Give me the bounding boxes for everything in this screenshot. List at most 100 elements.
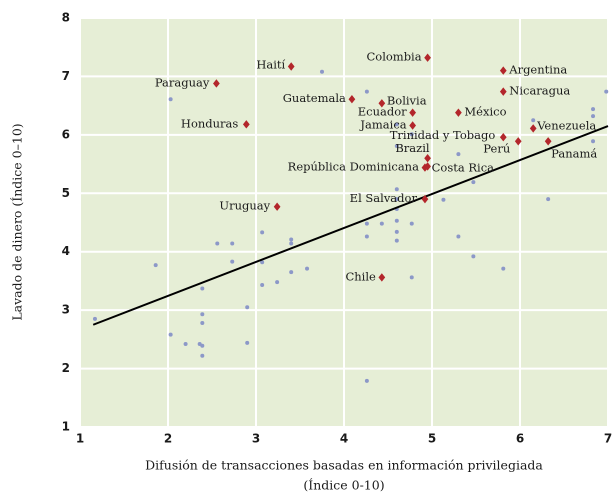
data-point [260,230,265,235]
x-tick-label: 5 [428,432,436,446]
data-point [289,270,294,275]
labeled-point [273,202,281,211]
data-point [409,275,414,280]
data-point [394,187,399,192]
y-tick-label: 3 [62,303,70,317]
x-tick-label: 7 [604,432,612,446]
data-point [441,197,446,202]
labeled-point [348,95,356,104]
labeled-point [409,121,416,130]
point-label: Venezuela [536,118,596,132]
data-point [305,266,310,271]
labeled-point [421,194,429,204]
data-point [394,197,399,202]
data-point [183,342,188,347]
labeled-point [499,87,507,96]
labeled-point [499,66,507,75]
data-point [92,316,97,321]
data-point [409,132,414,137]
data-point [153,263,158,268]
labeled-point [544,137,552,146]
data-point [471,180,476,185]
data-point [364,234,369,239]
labeled-point [424,154,431,163]
labeled-point [455,108,462,117]
data-point [394,229,399,234]
data-point [200,353,205,358]
point-label: Brazil [395,141,430,155]
data-point [289,237,294,242]
data-point [200,312,205,317]
data-point [456,234,461,239]
labeled-point [424,162,431,171]
point-label: Nicaragua [509,84,570,98]
point-label: Argentina [508,63,567,77]
point-label: República Dominicana [288,160,419,174]
data-point [409,221,414,226]
y-tick-label: 7 [62,69,70,83]
labeled-point [529,124,537,133]
data-point [215,241,220,246]
data-point [394,122,399,127]
data-point [394,238,399,243]
x-axis-label: (Índice 0-10) [303,478,384,493]
data-point [275,280,280,285]
point-label: Colombia [366,50,421,64]
x-tick-label: 1 [76,432,84,446]
point-label: México [464,105,506,119]
data-point [230,259,235,264]
labeled-point [421,163,429,172]
y-axis-label: Lavado de dinero (Índice 0–10) [10,123,25,320]
y-tick-label: 2 [62,361,70,375]
data-point [168,332,173,337]
data-point [200,286,205,291]
data-point [501,266,506,271]
labeled-point [242,120,250,129]
point-label: Ecuador [358,105,407,119]
data-point [200,343,205,348]
labeled-point [378,99,386,108]
data-point [394,218,399,223]
data-point [364,378,369,383]
x-tick-label: 3 [252,432,260,446]
data-point [289,241,294,246]
x-axis-label: Difusión de transacciones basadas en inf… [145,458,543,473]
x-tick-label: 2 [164,432,172,446]
labeled-point [514,137,522,146]
x-tick-label: 6 [516,432,524,446]
data-point [591,114,596,119]
data-point [591,139,596,144]
point-label: Perú [483,141,510,155]
point-label: Guatemala [283,91,346,105]
labeled-point [287,62,295,71]
point-label: Costa Rica [432,160,495,174]
y-tick-label: 5 [62,186,70,200]
data-point [456,152,461,157]
y-tick-label: 8 [62,11,70,25]
labeled-point [424,53,431,62]
data-point [379,221,384,226]
point-label: Honduras [181,116,238,130]
data-point [260,260,265,265]
data-point [200,320,205,325]
point-label: Chile [345,269,376,283]
point-label: Paraguay [155,75,210,89]
data-point [168,97,173,102]
y-tick-label: 4 [62,244,70,258]
point-label: Jamaica [359,118,406,132]
point-label: Haití [256,57,285,71]
labeled-point [409,108,416,117]
y-tick-label: 6 [62,127,70,141]
labeled-point [499,132,507,142]
data-point [394,143,399,148]
data-point [591,107,596,112]
data-point [260,283,265,288]
point-label: Uruguay [219,199,270,213]
data-point [471,254,476,259]
y-tick-label: 1 [62,420,70,434]
point-label: Trinidad y Tobago [390,128,496,142]
data-point [531,118,536,123]
data-point [364,221,369,226]
labeled-point [213,79,220,88]
